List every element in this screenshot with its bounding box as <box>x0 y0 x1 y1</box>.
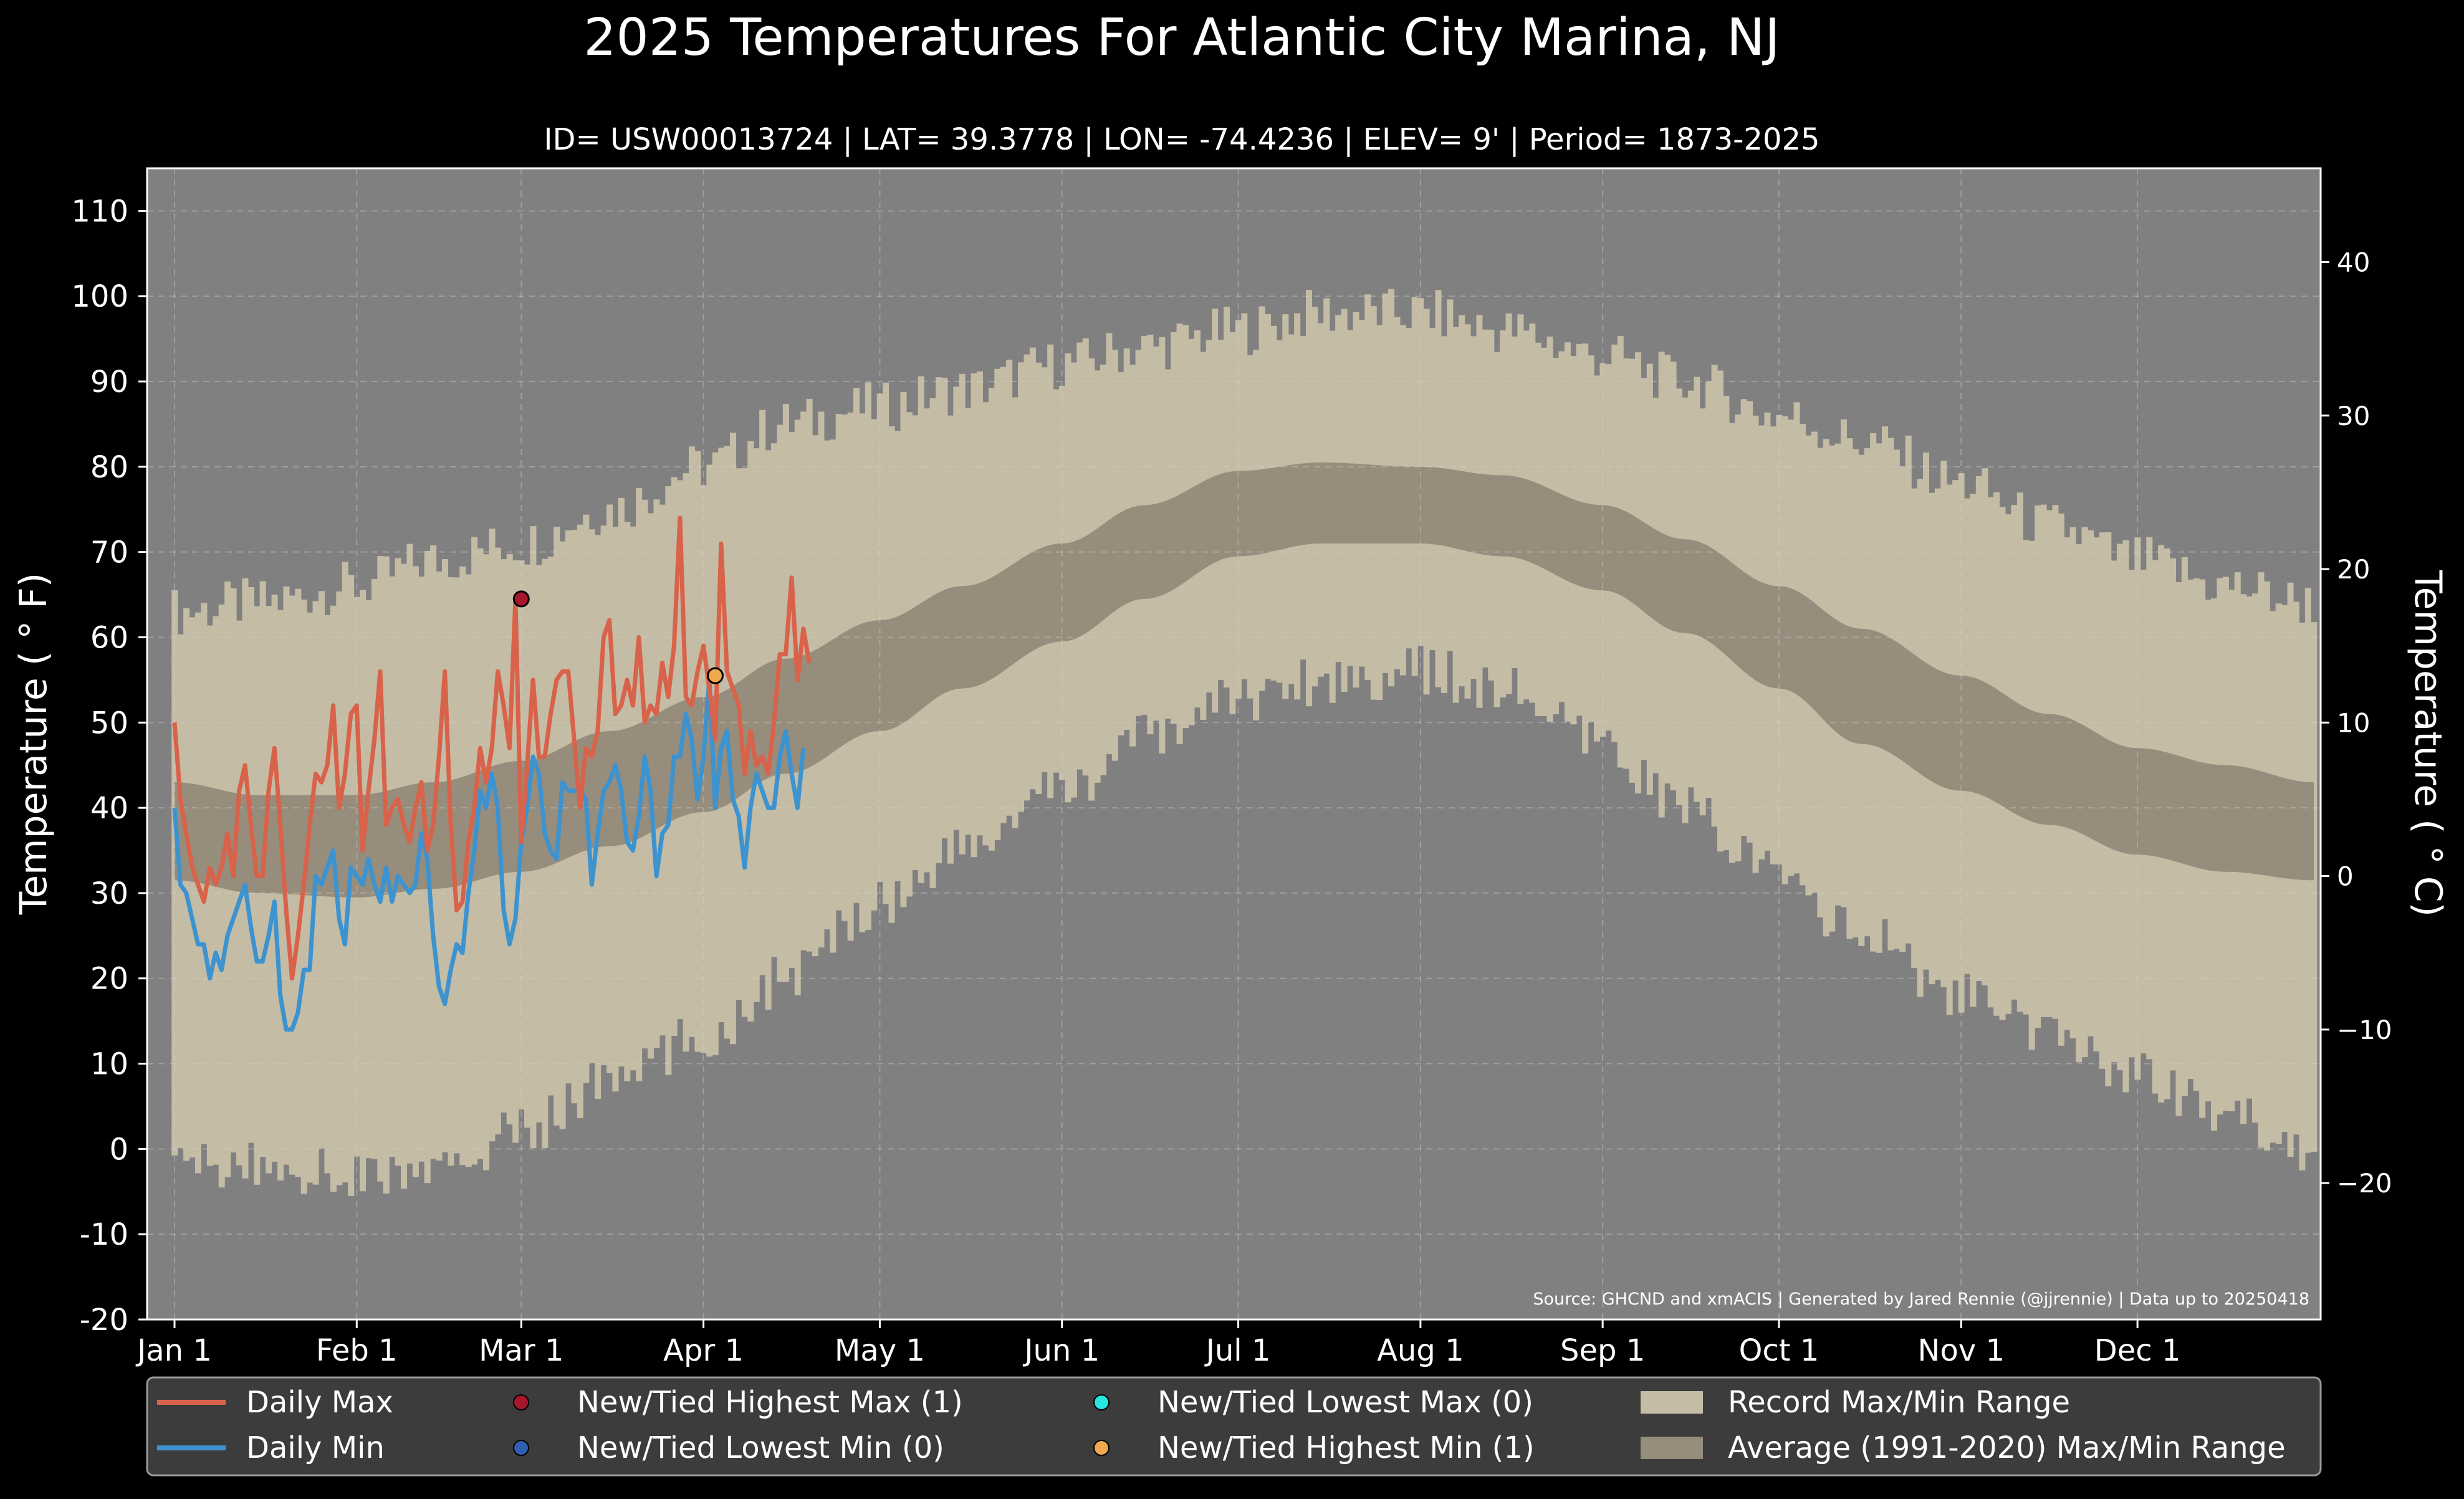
daily-max-line <box>172 515 812 981</box>
y-right-tick-label: 20 <box>2337 554 2370 585</box>
plot-area: Source: GHCND and xmACIS | Generated by … <box>146 167 2322 1321</box>
y-tick-label: 60 <box>90 620 128 655</box>
legend-marker-lowest-min <box>513 1440 529 1456</box>
record-range-bar <box>2311 622 2318 1152</box>
legend-label-daily-min: Daily Min <box>246 1430 385 1465</box>
y-tick-label: 30 <box>90 876 128 911</box>
record-range-bar <box>254 606 261 1185</box>
y-tick-label: -10 <box>80 1217 128 1252</box>
legend-marker-lowest-max <box>1093 1394 1110 1410</box>
x-tick-label: Jan 1 <box>135 1333 212 1368</box>
legend-swatch-normal-range <box>1641 1437 1703 1459</box>
y-tick-label: 100 <box>71 279 128 314</box>
x-tick-label: Apr 1 <box>663 1333 744 1368</box>
daily-min-line <box>172 678 806 1032</box>
x-tick-label: Oct 1 <box>1739 1333 1819 1368</box>
legend-marker-highest-max <box>513 1394 529 1410</box>
legend-label-record-range: Record Max/Min Range <box>1728 1385 2070 1420</box>
x-tick-label: Jun 1 <box>1022 1333 1100 1368</box>
y-right-tick-label: 30 <box>2337 401 2370 431</box>
plot-frame <box>146 167 2322 1321</box>
record-range-bar <box>183 608 190 1161</box>
y-axis-right: −20 −10 0 10 20 30 40 <box>2321 247 2392 1199</box>
record-marker <box>706 667 724 684</box>
y-right-tick-label: 0 <box>2337 861 2354 892</box>
record-range-bar <box>236 620 243 1166</box>
record-range-bar <box>213 616 219 1165</box>
x-tick-label: Dec 1 <box>2094 1333 2181 1368</box>
record-range-bar <box>277 610 284 1181</box>
x-tick-label: Mar 1 <box>479 1333 563 1368</box>
y-axis-label: Temperature ( ° F) <box>12 573 55 916</box>
y-tick-label: 50 <box>90 706 128 740</box>
y-tick-label: -20 <box>80 1303 128 1338</box>
y-right-tick-label: 40 <box>2337 247 2370 277</box>
y-right-tick-label: 10 <box>2337 707 2370 738</box>
y-axis-right-label: Temperature ( ° C) <box>2406 570 2450 917</box>
legend-label-highest-min: New/Tied Highest Min (1) <box>1158 1430 1535 1465</box>
normal-range-band <box>175 462 2314 898</box>
y-tick-label: 90 <box>90 365 128 400</box>
y-tick-label: 0 <box>109 1132 128 1167</box>
record-range-bar <box>330 605 337 1192</box>
record-markers <box>512 590 724 684</box>
x-tick-label: Aug 1 <box>1377 1333 1464 1368</box>
legend: Daily Max Daily Min New/Tied Highest Max… <box>146 1376 2322 1477</box>
legend-label-normal-range: Average (1991-2020) Max/Min Range <box>1728 1430 2286 1465</box>
legend-swatch-record-range <box>1641 1391 1703 1414</box>
x-axis: Jan 1 Feb 1 Mar 1 Apr 1 May 1 Jun 1 Jul 1 Aug 1… <box>135 1319 2180 1368</box>
y-tick-label: 20 <box>90 962 128 997</box>
x-tick-label: Nov 1 <box>1918 1333 2005 1368</box>
y-tick-label: 10 <box>90 1047 128 1082</box>
legend-label-lowest-min: New/Tied Lowest Min (0) <box>577 1430 944 1465</box>
record-range-bar <box>206 625 213 1166</box>
x-tick-label: Jul 1 <box>1204 1333 1271 1368</box>
record-range-bar <box>2299 622 2306 1171</box>
record-range-bar <box>177 634 184 1148</box>
record-range-bar <box>2270 611 2276 1143</box>
record-range-bar <box>307 612 314 1183</box>
y-right-tick-label: −20 <box>2337 1168 2392 1199</box>
y-tick-label: 80 <box>90 450 128 485</box>
legend-box <box>146 1376 2322 1477</box>
legend-label-highest-max: New/Tied Highest Max (1) <box>577 1385 963 1420</box>
y-axis-left: -20 -10 0 10 20 30 40 50 60 70 80 90 100 110 <box>71 194 147 1338</box>
record-marker <box>512 590 530 608</box>
x-tick-label: Sep 1 <box>1560 1333 1645 1368</box>
chart-title: 2025 Temperatures For Atlantic City Mari… <box>583 8 1780 67</box>
y-tick-label: 110 <box>71 194 128 229</box>
y-right-tick-label: −10 <box>2337 1015 2392 1045</box>
record-range-bar <box>218 604 225 1188</box>
chart-subtitle: ID= USW00013724 | LAT= 39.3778 | LON= -7… <box>544 122 1819 157</box>
x-tick-label: Feb 1 <box>316 1333 398 1368</box>
legend-label-lowest-max: New/Tied Lowest Max (0) <box>1158 1385 1533 1420</box>
record-range-bar <box>195 612 202 1174</box>
y-tick-label: 70 <box>90 535 128 570</box>
legend-label-daily-max: Daily Max <box>246 1385 393 1420</box>
source-note: Source: GHCND and xmACIS | Generated by … <box>1533 1290 2309 1309</box>
y-tick-label: 40 <box>90 791 128 826</box>
legend-marker-highest-min <box>1093 1440 1110 1456</box>
x-tick-label: May 1 <box>835 1333 925 1368</box>
record-range-bar <box>189 617 196 1158</box>
